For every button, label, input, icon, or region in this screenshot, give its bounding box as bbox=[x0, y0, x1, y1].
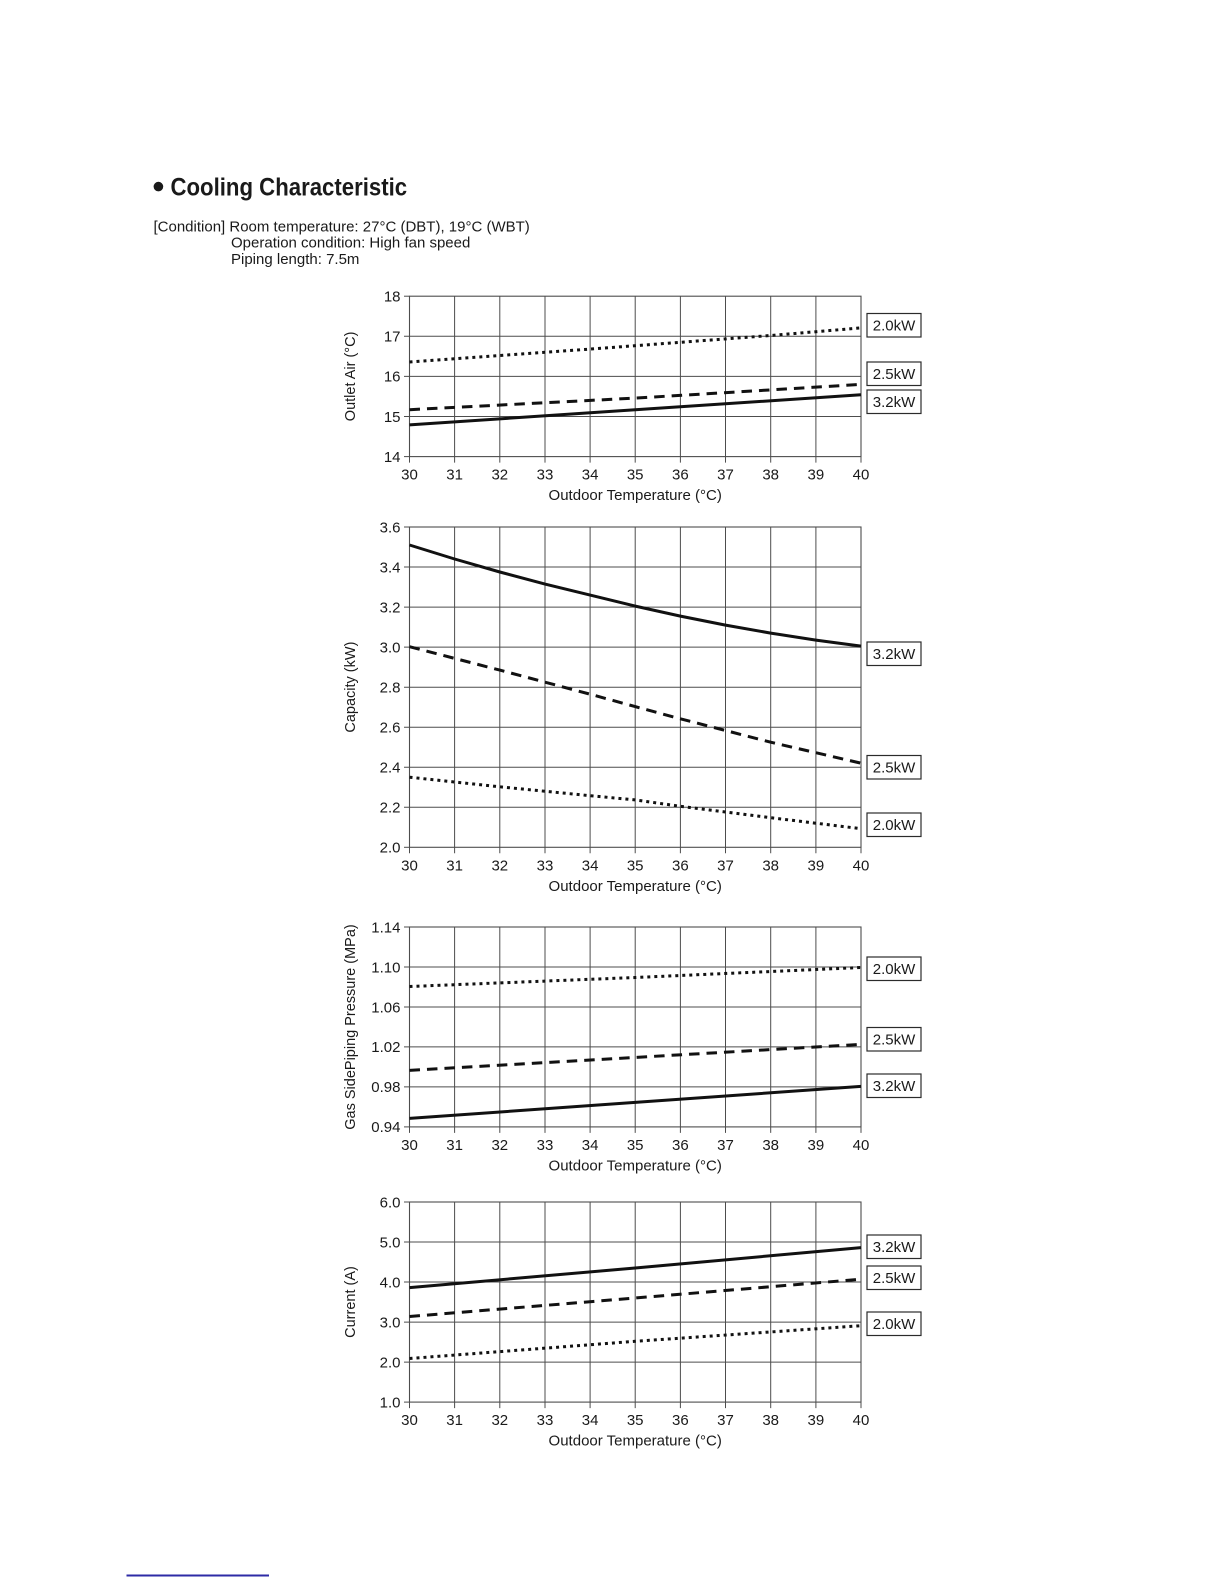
svg-text:Outlet Air (°C): Outlet Air (°C) bbox=[343, 332, 359, 422]
svg-text:Outdoor Temperature (°C): Outdoor Temperature (°C) bbox=[549, 1157, 722, 1174]
svg-text:1.0: 1.0 bbox=[380, 1394, 401, 1411]
svg-text:1.10: 1.10 bbox=[371, 959, 400, 976]
svg-text:32: 32 bbox=[491, 1412, 508, 1429]
svg-text:2.0: 2.0 bbox=[380, 840, 401, 857]
svg-text:40: 40 bbox=[853, 1412, 870, 1429]
svg-text:36: 36 bbox=[672, 857, 689, 874]
svg-text:3.2kW: 3.2kW bbox=[873, 646, 916, 663]
svg-text:35: 35 bbox=[627, 857, 644, 874]
svg-text:5.0: 5.0 bbox=[380, 1234, 401, 1251]
svg-text:30: 30 bbox=[401, 1412, 418, 1429]
svg-text:33: 33 bbox=[537, 857, 554, 874]
svg-text:15: 15 bbox=[384, 409, 401, 426]
svg-text:Outdoor Temperature (°C): Outdoor Temperature (°C) bbox=[549, 878, 722, 895]
svg-text:Current (A): Current (A) bbox=[343, 1266, 359, 1338]
svg-text:2.0kW: 2.0kW bbox=[873, 1316, 916, 1333]
svg-text:2.5kW: 2.5kW bbox=[873, 1270, 916, 1287]
svg-text:2.0: 2.0 bbox=[380, 1354, 401, 1371]
svg-text:32: 32 bbox=[491, 467, 508, 484]
svg-text:3.6: 3.6 bbox=[380, 519, 401, 536]
svg-text:Cooling Characteristic: Cooling Characteristic bbox=[171, 174, 408, 202]
svg-text:36: 36 bbox=[672, 1412, 689, 1429]
svg-text:2.5kW: 2.5kW bbox=[873, 1032, 916, 1049]
svg-text:1.06: 1.06 bbox=[371, 999, 400, 1016]
svg-text:39: 39 bbox=[808, 1412, 825, 1429]
svg-text:17: 17 bbox=[384, 329, 401, 346]
svg-text:33: 33 bbox=[537, 1412, 554, 1429]
svg-text:38: 38 bbox=[762, 1412, 779, 1429]
svg-text:39: 39 bbox=[808, 1137, 825, 1154]
svg-text:3.2: 3.2 bbox=[380, 599, 401, 616]
svg-text:[Condition] Room temperature:: [Condition] Room temperature: 27°C (DBT)… bbox=[154, 218, 530, 235]
svg-text:33: 33 bbox=[537, 1137, 554, 1154]
svg-text:30: 30 bbox=[401, 857, 418, 874]
svg-text:3.2kW: 3.2kW bbox=[873, 1078, 916, 1095]
svg-text:4.0: 4.0 bbox=[380, 1274, 401, 1291]
svg-text:1.14: 1.14 bbox=[371, 919, 400, 936]
svg-text:34: 34 bbox=[582, 1412, 599, 1429]
svg-text:33: 33 bbox=[537, 467, 554, 484]
svg-text:3.4: 3.4 bbox=[380, 559, 401, 576]
svg-text:3.0: 3.0 bbox=[380, 639, 401, 656]
svg-text:Capacity (kW): Capacity (kW) bbox=[343, 642, 359, 733]
svg-text:2.0kW: 2.0kW bbox=[873, 817, 916, 834]
svg-text:40: 40 bbox=[853, 1137, 870, 1154]
svg-text:2.4: 2.4 bbox=[380, 760, 401, 777]
svg-text:Gas SidePiping Pressure (MPa): Gas SidePiping Pressure (MPa) bbox=[343, 924, 359, 1130]
svg-text:2.2: 2.2 bbox=[380, 800, 401, 817]
svg-text:6.0: 6.0 bbox=[380, 1194, 401, 1211]
svg-text:37: 37 bbox=[717, 467, 734, 484]
svg-text:36: 36 bbox=[672, 1137, 689, 1154]
svg-text:32: 32 bbox=[491, 1137, 508, 1154]
svg-text:31: 31 bbox=[446, 1412, 463, 1429]
svg-text:34: 34 bbox=[582, 467, 599, 484]
svg-text:35: 35 bbox=[627, 1412, 644, 1429]
svg-text:35: 35 bbox=[627, 467, 644, 484]
svg-text:3.2kW: 3.2kW bbox=[873, 1239, 916, 1256]
svg-text:38: 38 bbox=[762, 467, 779, 484]
svg-text:3.0: 3.0 bbox=[380, 1314, 401, 1331]
svg-text:34: 34 bbox=[582, 1137, 599, 1154]
svg-text:31: 31 bbox=[446, 467, 463, 484]
svg-text:18: 18 bbox=[384, 289, 401, 306]
svg-text:2.0kW: 2.0kW bbox=[873, 961, 916, 978]
svg-text:37: 37 bbox=[717, 1137, 734, 1154]
svg-text:0.98: 0.98 bbox=[371, 1079, 400, 1096]
svg-text:2.8: 2.8 bbox=[380, 680, 401, 697]
svg-text:3.2kW: 3.2kW bbox=[873, 394, 916, 411]
svg-text:30: 30 bbox=[401, 467, 418, 484]
svg-text:38: 38 bbox=[762, 857, 779, 874]
svg-text:2.0kW: 2.0kW bbox=[873, 318, 916, 335]
svg-text:Outdoor Temperature (°C): Outdoor Temperature (°C) bbox=[549, 487, 722, 504]
svg-text:34: 34 bbox=[582, 857, 599, 874]
svg-text:38: 38 bbox=[762, 1137, 779, 1154]
svg-text:39: 39 bbox=[808, 467, 825, 484]
svg-text:Outdoor Temperature (°C): Outdoor Temperature (°C) bbox=[549, 1433, 722, 1450]
svg-text:1.02: 1.02 bbox=[371, 1039, 400, 1056]
svg-text:31: 31 bbox=[446, 1137, 463, 1154]
svg-text:35: 35 bbox=[627, 1137, 644, 1154]
svg-text:2.5kW: 2.5kW bbox=[873, 760, 916, 777]
svg-text:2.6: 2.6 bbox=[380, 720, 401, 737]
svg-text:14: 14 bbox=[384, 449, 401, 466]
svg-text:32: 32 bbox=[491, 857, 508, 874]
svg-text:36: 36 bbox=[672, 467, 689, 484]
svg-text:37: 37 bbox=[717, 857, 734, 874]
svg-text:30: 30 bbox=[401, 1137, 418, 1154]
svg-text:37: 37 bbox=[717, 1412, 734, 1429]
svg-text:16: 16 bbox=[384, 369, 401, 386]
svg-text:Operation condition: High fan: Operation condition: High fan speed bbox=[231, 235, 470, 252]
svg-text:Piping length: 7.5m: Piping length: 7.5m bbox=[231, 251, 359, 268]
svg-text:31: 31 bbox=[446, 857, 463, 874]
svg-text:39: 39 bbox=[808, 857, 825, 874]
svg-text:0.94: 0.94 bbox=[371, 1119, 400, 1136]
svg-text:40: 40 bbox=[853, 857, 870, 874]
svg-text:40: 40 bbox=[853, 467, 870, 484]
svg-text:2.5kW: 2.5kW bbox=[873, 366, 916, 383]
